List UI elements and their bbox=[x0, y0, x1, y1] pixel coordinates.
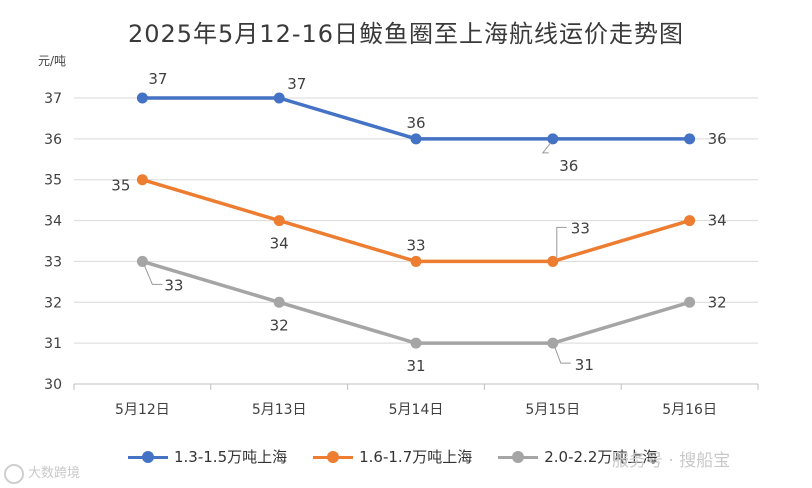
data-label: 32 bbox=[270, 316, 289, 334]
y-tick-label: 33 bbox=[44, 254, 62, 270]
data-label: 35 bbox=[111, 177, 130, 195]
watermark-left: 大数跨境 bbox=[4, 462, 80, 484]
data-label: 36 bbox=[406, 114, 425, 132]
data-label: 37 bbox=[148, 70, 167, 88]
data-point bbox=[684, 296, 696, 308]
data-label: 34 bbox=[270, 235, 289, 253]
data-label: 32 bbox=[708, 293, 727, 311]
legend-label: 1.6-1.7万吨上海 bbox=[359, 448, 473, 466]
data-point bbox=[136, 92, 148, 104]
legend-marker-icon bbox=[128, 450, 168, 464]
legend-item-3: 2.0-2.2万吨上海 bbox=[498, 446, 657, 467]
x-tick-label: 5月13日 bbox=[252, 402, 307, 418]
data-point bbox=[410, 133, 422, 145]
data-point bbox=[273, 296, 285, 308]
leader-line bbox=[541, 142, 552, 154]
legend-item-2: 1.6-1.7万吨上海 bbox=[313, 446, 472, 467]
y-tick-label: 34 bbox=[44, 214, 62, 230]
data-point bbox=[273, 215, 285, 227]
y-tick-label: 37 bbox=[44, 91, 62, 107]
legend-label: 2.0-2.2万吨上海 bbox=[544, 448, 658, 466]
data-point bbox=[410, 337, 422, 349]
data-label: 36 bbox=[559, 157, 578, 175]
data-point bbox=[410, 255, 422, 267]
data-label: 37 bbox=[287, 75, 306, 93]
x-tick-label: 5月14日 bbox=[389, 402, 444, 418]
watermark-right: 服务号 · 搜船宝 bbox=[612, 451, 731, 471]
y-tick-label: 31 bbox=[44, 336, 62, 352]
leader-line bbox=[143, 265, 163, 285]
legend: 1.3-1.5万吨上海 1.6-1.7万吨上海 2.0-2.2万吨上海 bbox=[128, 446, 657, 467]
x-tick-label: 5月12日 bbox=[115, 402, 170, 418]
data-label: 33 bbox=[406, 236, 425, 254]
leader-line bbox=[556, 226, 567, 258]
chart-title: 2025年5月12-16日鲅鱼圈至上海航线运价走势图 bbox=[127, 20, 685, 48]
data-point bbox=[684, 133, 696, 145]
data-label: 36 bbox=[708, 130, 727, 148]
data-label: 31 bbox=[406, 357, 425, 375]
x-tick-label: 5月15日 bbox=[525, 402, 580, 418]
data-point bbox=[684, 215, 696, 227]
legend-marker-icon bbox=[498, 450, 539, 464]
data-point bbox=[273, 92, 285, 104]
data-point bbox=[547, 255, 559, 267]
y-axis-unit: 元/吨 bbox=[38, 54, 67, 68]
y-tick-label: 32 bbox=[44, 295, 62, 311]
data-point bbox=[136, 255, 148, 267]
leader-line bbox=[554, 346, 571, 364]
weibo-icon bbox=[4, 463, 24, 484]
legend-marker-icon bbox=[313, 450, 354, 464]
y-tick-label: 35 bbox=[44, 173, 62, 189]
data-label: 31 bbox=[575, 356, 594, 374]
legend-label: 1.3-1.5万吨上海 bbox=[174, 448, 288, 466]
data-point bbox=[136, 174, 148, 186]
data-label: 33 bbox=[571, 219, 590, 237]
data-label: 34 bbox=[708, 212, 727, 230]
x-tick-label: 5月16日 bbox=[662, 402, 717, 418]
data-point bbox=[547, 337, 559, 349]
legend-item-1: 1.3-1.5万吨上海 bbox=[128, 446, 287, 467]
y-tick-label: 36 bbox=[44, 132, 62, 148]
data-point bbox=[547, 133, 559, 145]
data-label: 33 bbox=[164, 276, 183, 294]
y-tick-label: 30 bbox=[44, 377, 62, 393]
